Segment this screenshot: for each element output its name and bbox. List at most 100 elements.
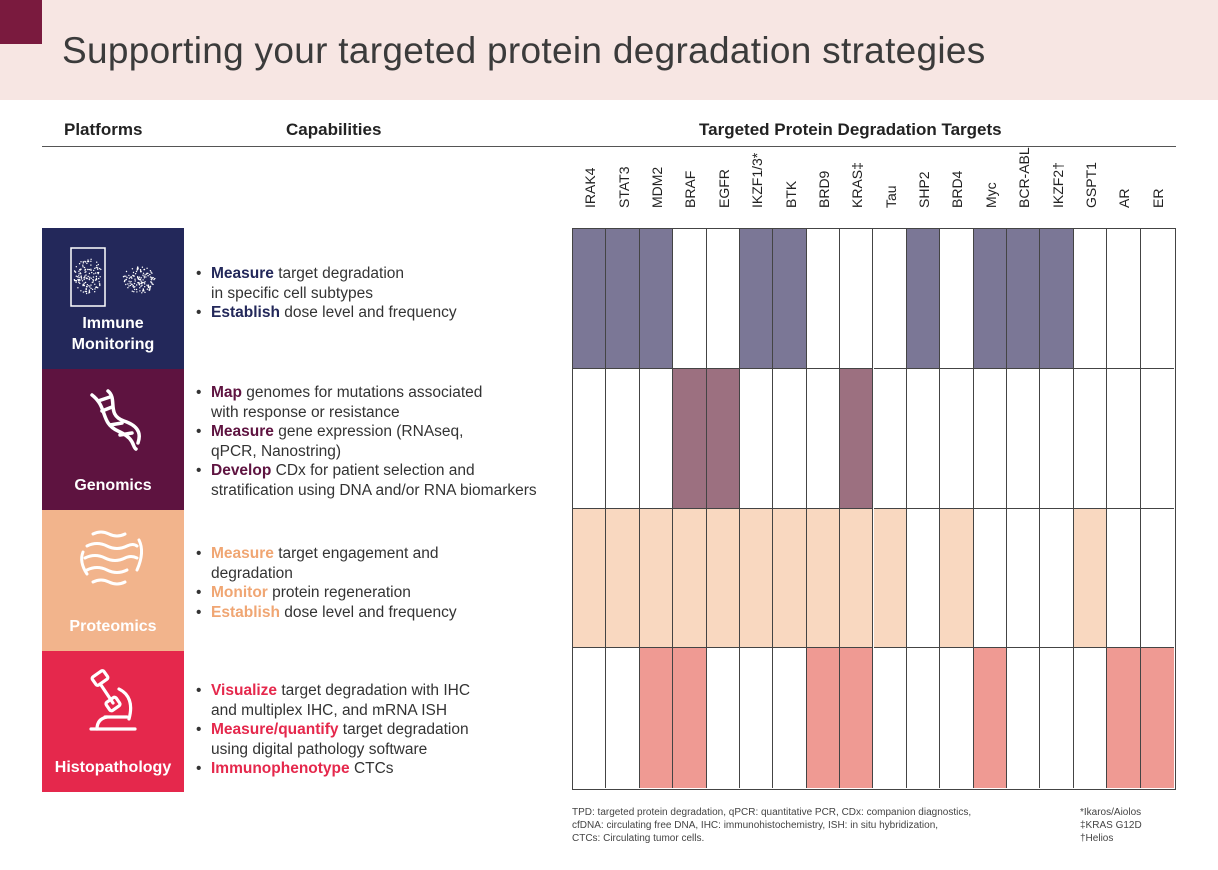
matrix-cell — [1007, 229, 1041, 369]
capability-text: genomes for mutations associated — [242, 384, 483, 401]
matrix-cell — [1073, 229, 1108, 369]
matrix-cell — [639, 229, 674, 369]
page-title: Supporting your targeted protein degrada… — [62, 30, 986, 71]
target-label-text: SHP2 — [916, 171, 933, 208]
target-label: SHP2 — [907, 148, 940, 226]
capability-item: Measure target engagement and degradation — [196, 544, 566, 583]
matrix-cell — [806, 368, 841, 509]
capability-item: Measure gene expression (RNAseq, qPCR, Na… — [196, 422, 566, 461]
matrix-cell — [1140, 648, 1174, 788]
target-label: AR — [1108, 148, 1141, 226]
capability-item: Develop CDx for patient selection and str… — [196, 461, 566, 500]
target-label: IKZF2† — [1041, 148, 1074, 226]
capability-keyword: Visualize — [211, 682, 278, 699]
target-label-text: MDM2 — [648, 166, 665, 208]
target-label-text: Myc — [982, 182, 999, 208]
target-label-text: IKZF2† — [1049, 162, 1066, 208]
matrix-cell — [739, 648, 774, 788]
matrix-cell — [573, 648, 607, 788]
capability-continuation: and multiplex IHC, and mRNA ISH — [211, 701, 448, 719]
matrix-cell — [739, 508, 774, 649]
matrix-cell — [1040, 648, 1074, 788]
capabilities-histopathology: Visualize target degradation with IHC and… — [196, 681, 566, 779]
matrix-cell — [940, 508, 974, 649]
matrix-cell — [706, 648, 740, 788]
target-label-text: STAT3 — [615, 166, 632, 209]
capabilities-immune-monitoring: Measure target degradation in specific ce… — [196, 264, 566, 323]
matrix-cell — [1107, 648, 1141, 788]
target-label-text: BCR-ABL — [1016, 147, 1033, 208]
matrix-cell — [873, 229, 907, 369]
matrix-cell — [1040, 368, 1074, 509]
matrix-cell — [1073, 368, 1108, 509]
target-label-text: BRAF — [682, 170, 699, 208]
abbreviations-footnote: TPD: targeted protein degradation, qPCR:… — [572, 807, 972, 844]
matrix-cell — [973, 508, 1008, 649]
header-band — [0, 0, 1218, 100]
capability-item: Establish dose level and frequency — [196, 303, 566, 323]
matrix-cell — [806, 648, 841, 788]
target-matrix — [572, 228, 1176, 790]
capability-continuation: with response or resistance — [211, 403, 400, 421]
capability-text: target engagement and — [273, 545, 439, 562]
target-label: BCR-ABL — [1008, 147, 1041, 226]
matrix-cell — [1007, 508, 1041, 649]
target-label-text: AR — [1116, 188, 1133, 208]
symbols-footnote: *Ikaros/Aiolos ‡KRAS G12D †Helios — [1080, 807, 1142, 844]
matrix-cell — [573, 229, 607, 369]
target-label-text: ER — [1149, 188, 1166, 208]
capability-continuation: qPCR, Nanostring) — [211, 442, 342, 460]
matrix-cell — [773, 368, 807, 509]
platform-tile-genomics: Genomics — [42, 369, 184, 510]
matrix-cell — [673, 368, 707, 509]
matrix-cell — [1073, 648, 1108, 788]
target-label: Myc — [974, 148, 1007, 226]
matrix-cell — [739, 368, 774, 509]
capability-continuation: degradation — [211, 564, 293, 582]
matrix-cell — [739, 229, 774, 369]
capabilities-heading: Capabilities — [286, 120, 382, 139]
capability-keyword: Establish — [211, 603, 280, 621]
matrix-cell — [1107, 229, 1141, 369]
matrix-cell — [973, 648, 1008, 788]
capability-keyword: Monitor — [211, 584, 268, 601]
matrix-cell — [673, 648, 707, 788]
targets-heading: Targeted Protein Degradation Targets — [699, 120, 1002, 139]
corner-accent — [0, 0, 42, 44]
target-label: BTK — [774, 148, 807, 226]
platform-name: Proteomics — [69, 618, 157, 635]
target-label-text: BTK — [782, 180, 799, 208]
target-label: KRAS‡ — [841, 148, 874, 226]
matrix-cell — [606, 368, 640, 509]
capability-item: Monitor protein regeneration — [196, 583, 566, 603]
matrix-cell — [1073, 508, 1108, 649]
capability-text: dose level and frequency — [279, 304, 457, 321]
matrix-cell — [806, 508, 841, 649]
capability-keyword: Map — [211, 384, 242, 401]
matrix-cell — [573, 508, 607, 649]
flow-cytometry-icon — [42, 244, 184, 314]
target-label: MDM2 — [640, 148, 673, 226]
capability-keyword: Immunophenotype — [211, 760, 350, 777]
target-label: ER — [1141, 148, 1174, 226]
matrix-cell — [1140, 229, 1174, 369]
matrix-cell — [840, 368, 874, 509]
target-label-text: GSPT1 — [1083, 162, 1100, 208]
target-label: Tau — [874, 148, 907, 226]
matrix-cell — [840, 508, 874, 649]
platform-name: Immune Monitoring — [71, 315, 155, 353]
target-label: BRD9 — [807, 148, 840, 226]
matrix-cell — [1007, 368, 1041, 509]
matrix-cell — [773, 648, 807, 788]
target-label: IKZF1/3* — [740, 148, 773, 226]
matrix-cell — [906, 508, 941, 649]
capability-text: CTCs — [349, 760, 394, 777]
capability-item: Measure/quantify target degradation using… — [196, 720, 566, 759]
target-label-text: KRAS‡ — [849, 162, 866, 208]
header-divider — [42, 146, 1176, 147]
capability-continuation: stratification using DNA and/or RNA biom… — [211, 481, 537, 499]
capability-continuation: using digital pathology software — [211, 740, 428, 758]
protein-structure-icon — [42, 526, 184, 596]
target-label: IRAK4 — [574, 148, 607, 226]
target-label: GSPT1 — [1074, 148, 1107, 226]
